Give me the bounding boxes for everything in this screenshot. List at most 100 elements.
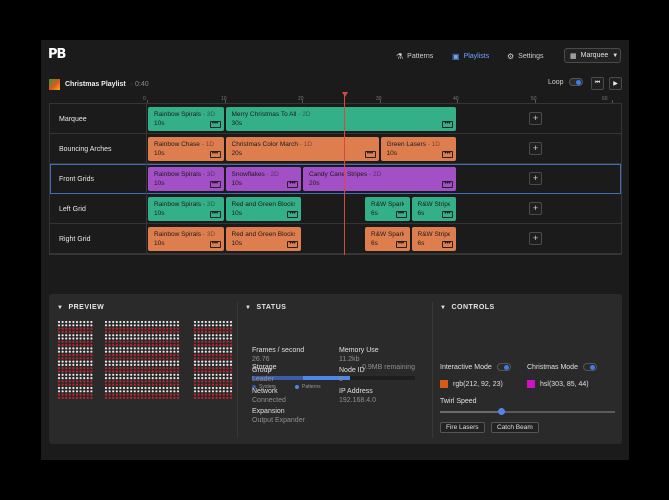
more-options-icon[interactable]: •••: [209, 151, 221, 158]
track-row[interactable]: Front Grids Rainbow Spirals - 3D 10s ••• Sno…: [50, 164, 621, 194]
fire-lasers-button[interactable]: Fire Lasers: [440, 422, 485, 433]
color2-picker[interactable]: hsl(303, 85, 44): [527, 380, 589, 388]
more-options-icon[interactable]: •••: [395, 241, 407, 248]
led-dot: [137, 367, 140, 370]
interactive-mode-toggle[interactable]: [496, 363, 511, 371]
clip-name: Rainbow Chase: [154, 141, 200, 148]
led-dot: [155, 396, 158, 399]
nav-playlists[interactable]: ▣ Playlists: [452, 49, 489, 63]
led-dot: [68, 340, 71, 343]
twirl-speed-slider[interactable]: [440, 408, 615, 415]
led-dot: [104, 380, 108, 383]
play-icon: ▶: [613, 81, 618, 87]
led-dot: [229, 380, 233, 383]
add-clip-button[interactable]: +: [529, 172, 542, 185]
led-dot: [72, 383, 75, 386]
led-dot: [201, 334, 204, 337]
pattern-clip[interactable]: Candy Cane Stripes - 2D 20s •••: [303, 167, 456, 191]
more-options-icon[interactable]: •••: [287, 211, 298, 218]
add-clip-button[interactable]: +: [529, 112, 542, 125]
led-dot: [115, 393, 118, 396]
led-dot: [72, 380, 75, 383]
play-button[interactable]: ▶: [609, 77, 622, 90]
led-dot: [173, 363, 176, 366]
led-dot: [137, 330, 140, 333]
track-row[interactable]: Right Grid Rainbow Spirals - 3D 10s ••• Red …: [50, 224, 621, 254]
device-select[interactable]: ▦ Marquee ▼: [564, 48, 621, 63]
color1-picker[interactable]: rgb(212, 92, 23): [440, 380, 503, 388]
more-options-icon[interactable]: •••: [442, 121, 453, 128]
more-options-icon[interactable]: •••: [287, 181, 298, 188]
led-dot: [176, 320, 180, 324]
pattern-clip[interactable]: Rainbow Spirals - 3D 10s •••: [148, 227, 224, 251]
more-options-icon[interactable]: •••: [209, 121, 221, 128]
more-options-icon[interactable]: •••: [209, 181, 221, 188]
led-dot: [112, 357, 115, 360]
more-options-icon[interactable]: •••: [395, 211, 407, 218]
led-dot: [176, 340, 180, 343]
led-dot: [68, 347, 71, 350]
led-dot: [148, 334, 151, 337]
pattern-clip[interactable]: Rainbow Spirals - 3D 10s •••: [148, 107, 224, 131]
led-dot: [193, 334, 197, 337]
more-options-icon[interactable]: •••: [209, 241, 221, 248]
led-dot: [126, 353, 129, 357]
more-options-icon[interactable]: •••: [209, 211, 221, 218]
led-dot: [115, 350, 118, 353]
more-options-icon[interactable]: •••: [442, 211, 453, 218]
christmas-mode-toggle[interactable]: [582, 363, 597, 371]
add-clip-button[interactable]: +: [529, 142, 542, 155]
pattern-clip[interactable]: Rainbow Chase - 1D 10s •••: [148, 137, 224, 161]
add-clip-button[interactable]: +: [529, 202, 542, 215]
led-dot: [215, 367, 218, 370]
more-options-icon[interactable]: •••: [442, 151, 453, 158]
track-row[interactable]: Bouncing Arches Rainbow Chase - 1D 10s ••• C…: [50, 134, 621, 164]
led-dot: [130, 334, 133, 337]
status-header[interactable]: ▼ STATUS: [245, 304, 286, 311]
catch-beam-button[interactable]: Catch Beam: [491, 422, 539, 433]
led-dot: [72, 353, 75, 357]
pattern-clip[interactable]: R&W Sparkl... 6s •••: [365, 227, 410, 251]
playhead[interactable]: [341, 92, 348, 255]
controls-header[interactable]: ▼ CONTROLS: [440, 304, 495, 311]
clip-name: R&W Sparkl...: [371, 201, 404, 208]
track-row[interactable]: Left Grid Rainbow Spirals - 3D 10s ••• Red a…: [50, 194, 621, 224]
nav-settings[interactable]: ⚙ Settings: [507, 49, 543, 63]
pattern-clip[interactable]: R&W Stripes... 6s •••: [411, 227, 456, 251]
led-dot: [86, 327, 89, 330]
pattern-clip[interactable]: Snowflakes - 2D 10s •••: [225, 167, 301, 191]
led-dot: [68, 360, 71, 363]
led-dot: [215, 370, 218, 373]
pattern-clip[interactable]: Green Lasers - 1D 10s •••: [380, 137, 456, 161]
led-dot: [173, 396, 176, 399]
track-row[interactable]: Marquee Rainbow Spirals - 3D 10s ••• Merry C…: [50, 104, 621, 134]
pattern-clip[interactable]: R&W Sparkl... 6s •••: [365, 197, 410, 221]
add-clip-button[interactable]: +: [529, 232, 542, 245]
led-dot: [229, 350, 233, 353]
led-dot: [155, 324, 158, 327]
slider-handle[interactable]: [498, 408, 506, 415]
led-dot: [197, 357, 200, 360]
more-options-icon[interactable]: •••: [364, 151, 376, 158]
more-options-icon[interactable]: •••: [287, 241, 298, 248]
interactive-mode-row: Interactive Mode: [440, 363, 511, 371]
led-dot: [158, 386, 162, 390]
led-dot: [130, 337, 133, 340]
pattern-clip[interactable]: R&W Stripes... 6s •••: [411, 197, 456, 221]
pattern-clip[interactable]: Merry Christmas To All - 2D 30s •••: [225, 107, 456, 131]
nav-patterns[interactable]: ⚗ Patterns: [396, 49, 433, 63]
more-options-icon[interactable]: •••: [442, 181, 453, 188]
loop-toggle[interactable]: [568, 78, 583, 86]
color-swatch[interactable]: [440, 380, 448, 388]
led-dot: [151, 393, 154, 396]
pattern-clip[interactable]: Christmas Color March - 1D 20s •••: [225, 137, 379, 161]
skip-back-button[interactable]: ⏮: [591, 77, 604, 90]
pattern-clip[interactable]: Rainbow Spirals - 3D 10s •••: [148, 167, 224, 191]
color-swatch[interactable]: [527, 380, 535, 388]
clip-kind: 3D: [206, 111, 216, 118]
pattern-clip[interactable]: Rainbow Spirals - 3D 10s •••: [148, 197, 224, 221]
preview-header[interactable]: ▼ PREVIEW: [57, 304, 104, 311]
more-options-icon[interactable]: •••: [442, 241, 453, 248]
